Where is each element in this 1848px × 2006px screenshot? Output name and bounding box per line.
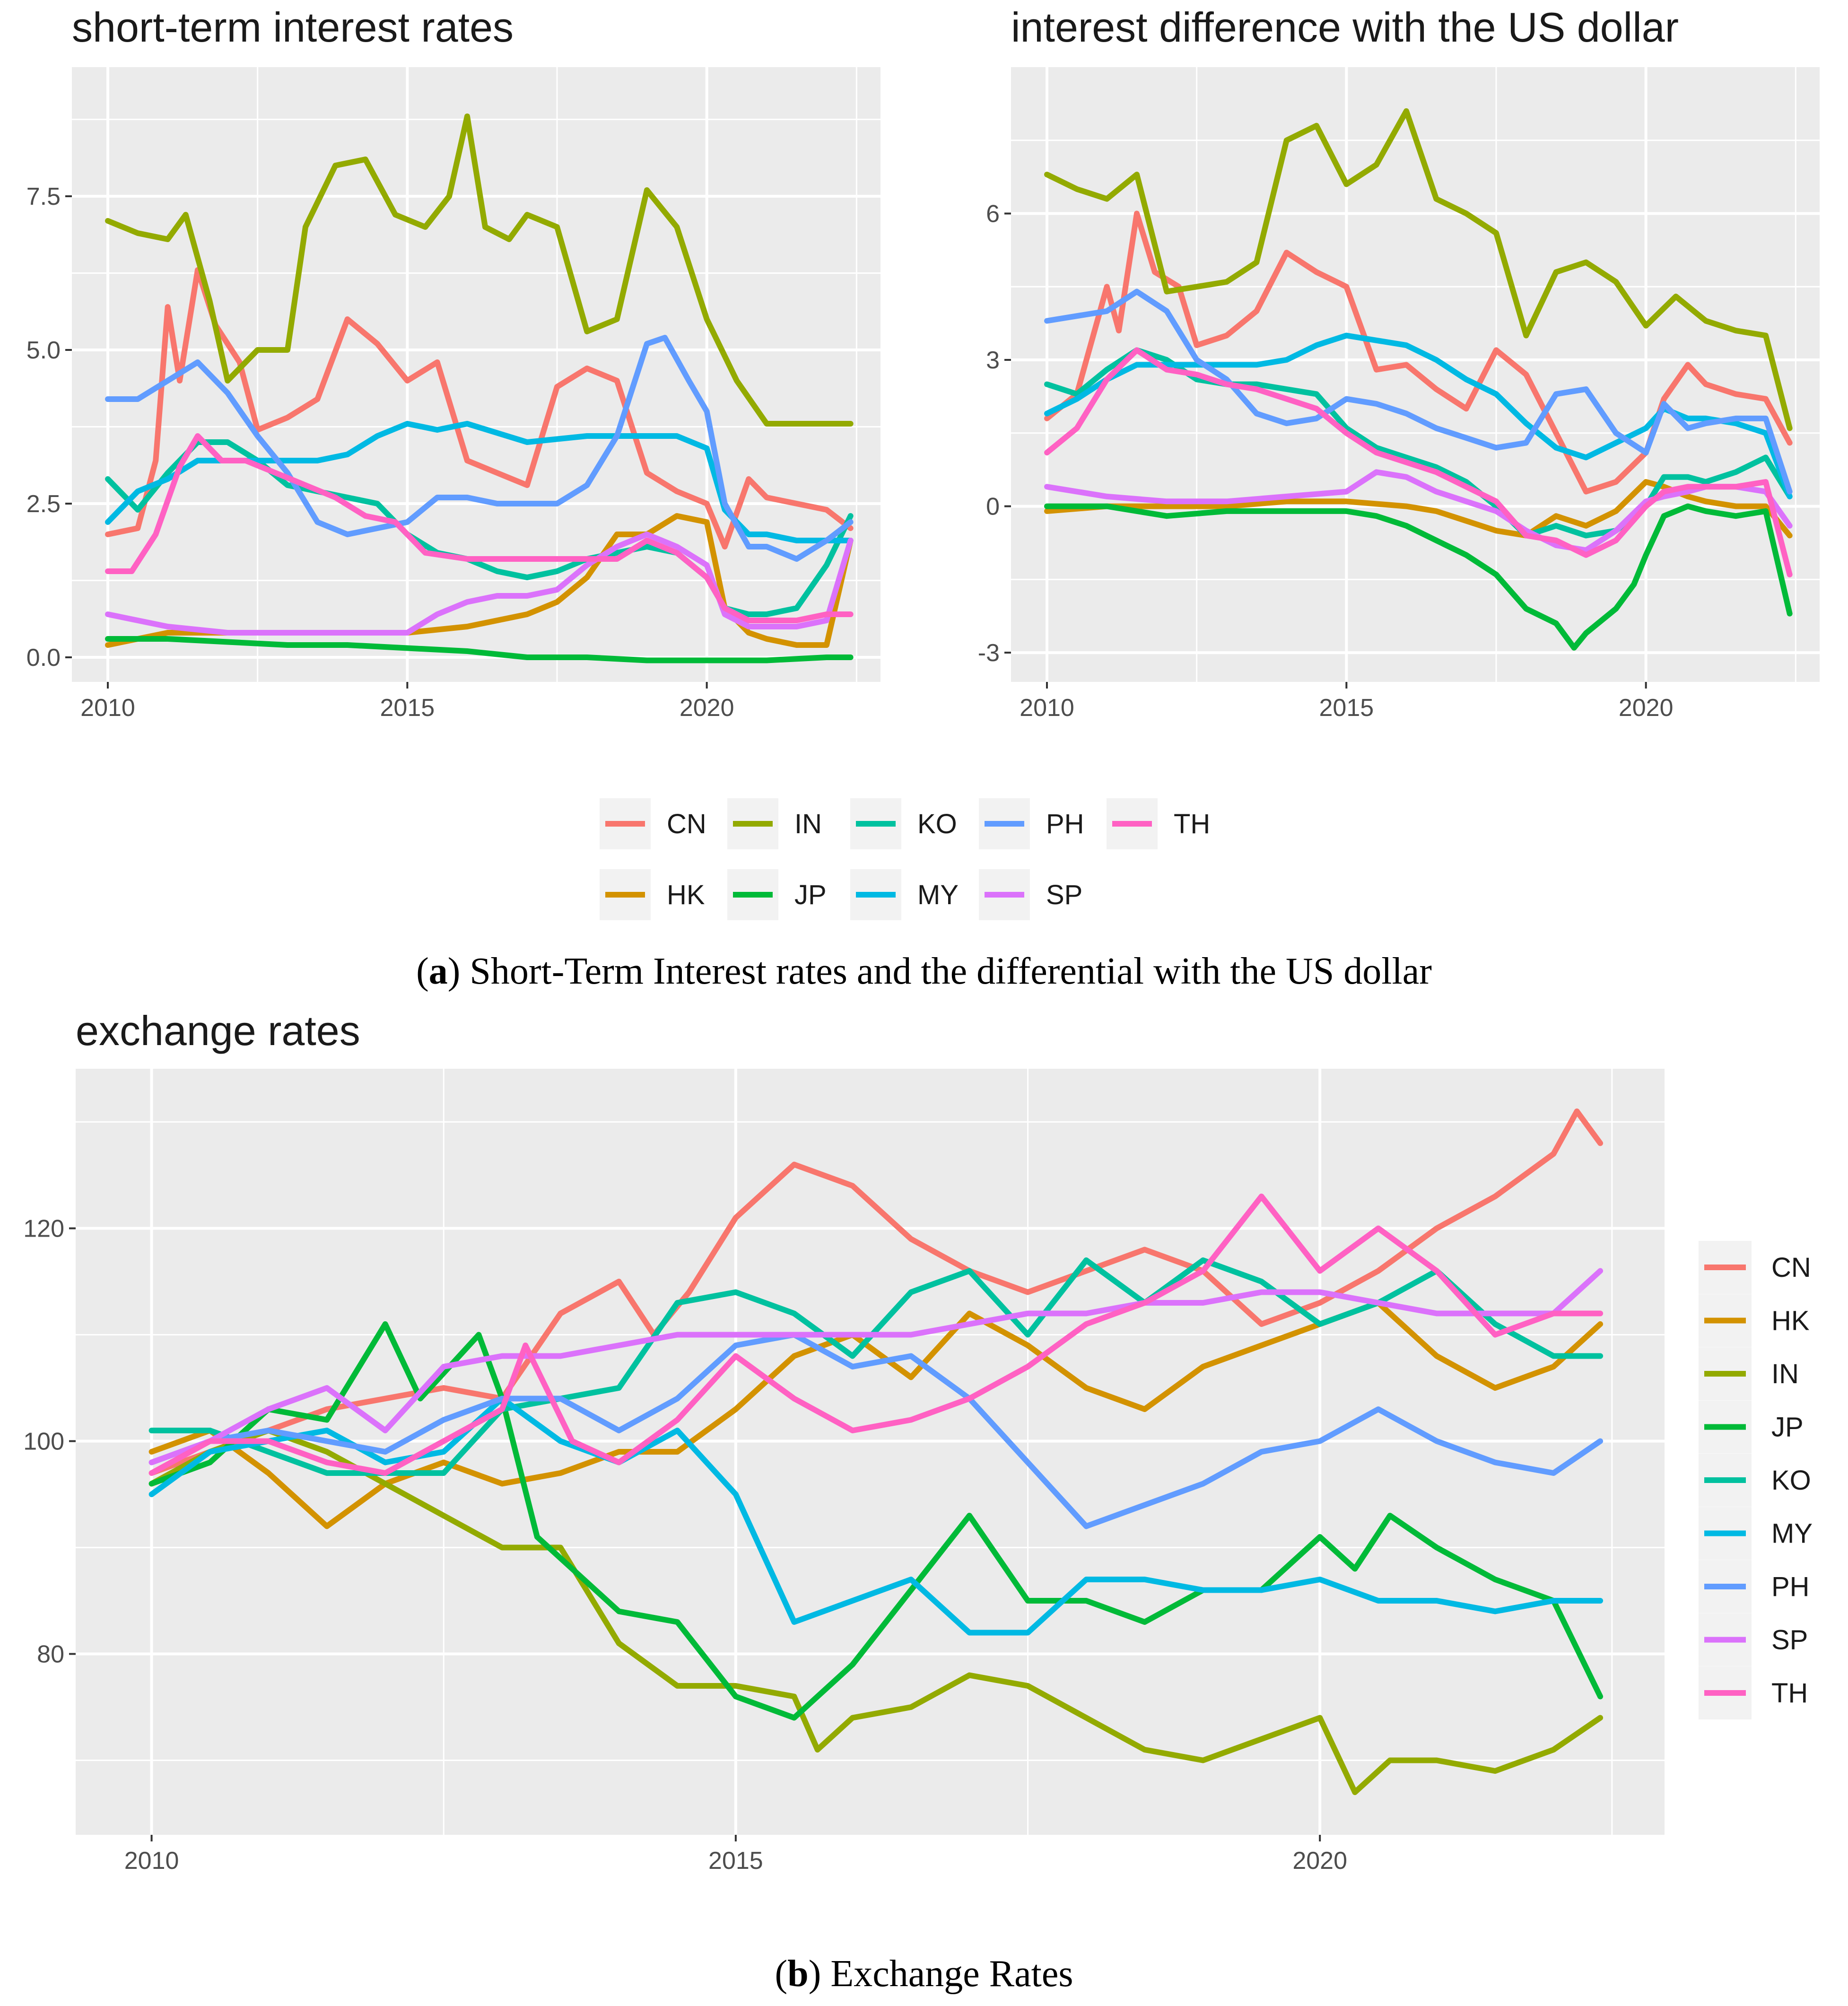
legend-item-th: TH xyxy=(1107,798,1210,849)
caption-a-text: Short-Term Interest rates and the differ… xyxy=(470,951,1432,992)
series-line-th xyxy=(1044,347,1793,577)
y-tick-label: 120 xyxy=(23,1215,64,1243)
legend-item-ko: KO xyxy=(850,798,957,849)
caption-a: (a) Short-Term Interest rates and the di… xyxy=(416,951,1432,992)
x-tick-label: 2020 xyxy=(1292,1847,1347,1875)
legend-item-my: MY xyxy=(1699,1507,1813,1560)
series-line-my xyxy=(148,1395,1604,1636)
series-line-in xyxy=(105,113,854,427)
series-line-cn xyxy=(105,267,854,549)
y-tick-label: -3 xyxy=(978,639,1000,667)
legend-item-ko: KO xyxy=(1699,1454,1811,1507)
legend-item-ph: PH xyxy=(1699,1560,1810,1613)
caption-b: (b) Exchange Rates xyxy=(775,1953,1073,1995)
x-tick-label: 2010 xyxy=(80,694,135,722)
legend-label: JP xyxy=(1771,1412,1804,1443)
series-line-ko xyxy=(105,439,854,617)
y-tick-label: 6 xyxy=(986,201,1000,228)
legend-panel-a: CN IN KO PH TH HK JP MY SP xyxy=(600,798,1210,920)
legend-label: CN xyxy=(1771,1252,1811,1283)
series-line-th xyxy=(148,1194,1604,1476)
series-line-in xyxy=(1044,108,1793,431)
y-tick-label: 80 xyxy=(37,1641,64,1668)
x-tick-label: 2020 xyxy=(1619,694,1674,722)
legend-item-jp: JP xyxy=(727,869,827,920)
x-tick-label: 2020 xyxy=(680,694,734,722)
legend-label: KO xyxy=(1771,1465,1811,1496)
legend-item-ph: PH xyxy=(979,798,1084,849)
legend-label: PH xyxy=(1046,809,1084,839)
chart-short-term-interest-rates: short-term interest rates 2010 2015 2020 0.… xyxy=(26,4,880,722)
legend-label: IN xyxy=(1771,1359,1799,1389)
chart-title: exchange rates xyxy=(76,1007,360,1054)
chart-interest-difference: interest difference with the US dollar 2… xyxy=(978,4,1820,722)
legend-label: KO xyxy=(917,809,957,839)
legend-label: MY xyxy=(917,880,959,910)
legend-label: HK xyxy=(667,880,705,910)
legend-item-th: TH xyxy=(1699,1666,1808,1719)
series-line-ph xyxy=(1044,288,1793,495)
y-tick-label: 100 xyxy=(23,1428,64,1456)
series-line-jp xyxy=(105,636,854,663)
caption-b-label: b xyxy=(787,1953,809,1995)
caption-b-text: Exchange Rates xyxy=(830,1953,1073,1995)
caption-a-label: a xyxy=(429,951,448,992)
series-line-my xyxy=(1044,332,1793,499)
y-tick-label: 7.5 xyxy=(26,183,61,210)
chart-title: interest difference with the US dollar xyxy=(1011,4,1679,51)
legend-item-my: MY xyxy=(850,869,959,920)
legend-item-jp: JP xyxy=(1699,1400,1804,1454)
x-tick-label: 2015 xyxy=(708,1847,763,1875)
legend-panel-b: CN HK IN JP KO MY PH SP TH xyxy=(1699,1241,1813,1719)
y-tick-label: 0.0 xyxy=(26,644,61,672)
legend-label: JP xyxy=(794,880,827,910)
series-line-ph xyxy=(148,1332,1604,1529)
series-line-ko xyxy=(148,1257,1604,1476)
legend-label: SP xyxy=(1771,1625,1808,1656)
x-tick-label: 2010 xyxy=(1020,694,1074,722)
legend-item-hk: HK xyxy=(1699,1294,1810,1347)
legend-item-in: IN xyxy=(727,798,822,849)
x-tick-label: 2010 xyxy=(124,1847,179,1875)
series-line-jp xyxy=(148,1321,1604,1721)
legend-label: PH xyxy=(1771,1571,1810,1602)
series-line-in xyxy=(148,1428,1604,1795)
y-tick-label: 3 xyxy=(986,347,1000,374)
legend-label: TH xyxy=(1771,1678,1808,1709)
y-tick-label: 5.0 xyxy=(26,337,61,364)
y-tick-label: 0 xyxy=(986,493,1000,521)
series-line-ph xyxy=(105,335,854,562)
y-tick-label: 2.5 xyxy=(26,490,61,518)
legend-label: SP xyxy=(1046,880,1082,910)
legend-item-sp: SP xyxy=(979,869,1082,920)
legend-label: MY xyxy=(1771,1518,1813,1549)
series-line-sp xyxy=(148,1268,1604,1465)
series-line-th xyxy=(105,433,854,623)
legend-item-sp: SP xyxy=(1699,1613,1808,1666)
legend-item-in: IN xyxy=(1699,1347,1799,1400)
legend-item-cn: CN xyxy=(1699,1241,1811,1294)
series-line-cn xyxy=(1044,210,1793,495)
legend-label: IN xyxy=(794,809,822,839)
series-line-sp xyxy=(105,532,854,636)
x-tick-label: 2015 xyxy=(380,694,435,722)
chart-title: short-term interest rates xyxy=(72,4,514,51)
legend-label: HK xyxy=(1771,1306,1810,1336)
legend-label: CN xyxy=(667,809,706,839)
chart-exchange-rates: exchange rates 2010 2015 2020 80 100 120 xyxy=(23,1007,1665,1875)
legend-item-cn: CN xyxy=(600,798,706,849)
legend-item-hk: HK xyxy=(600,869,705,920)
series-line-jp xyxy=(1044,503,1793,651)
x-tick-label: 2015 xyxy=(1319,694,1374,722)
legend-label: TH xyxy=(1174,809,1210,839)
plot-panel xyxy=(76,1069,1665,1835)
